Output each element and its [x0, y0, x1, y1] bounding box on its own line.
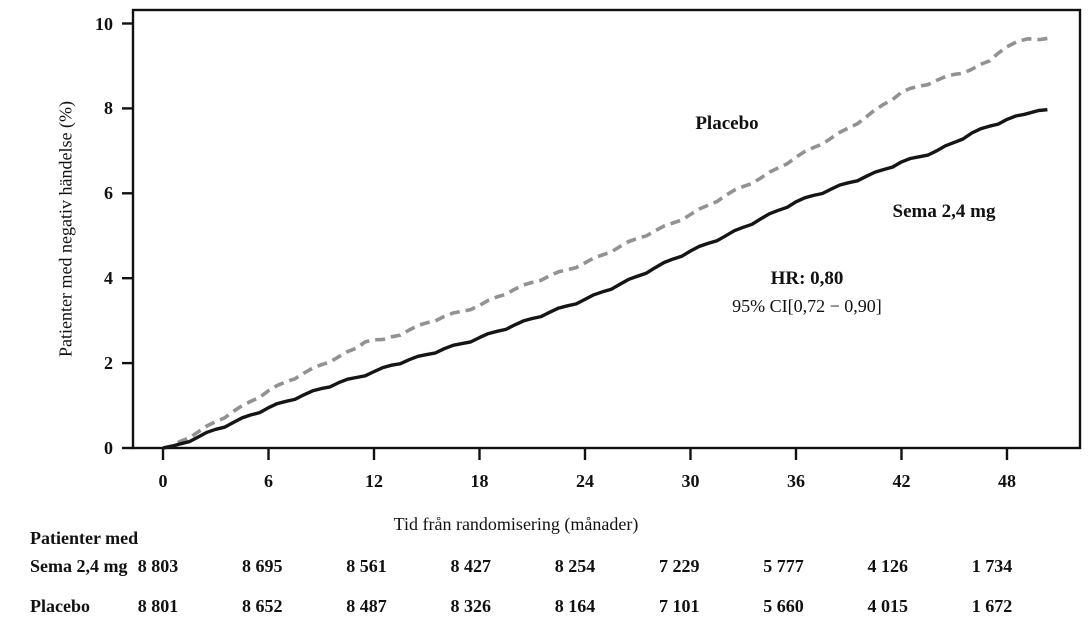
risk-count-cell: 7 101	[659, 596, 700, 616]
risk-count-cell: 8 801	[137, 596, 179, 616]
x-tick-label: 30	[681, 471, 700, 491]
risk-count-cell: 8 487	[346, 596, 387, 616]
hazard-ratio-annotation: HR: 0,80	[770, 268, 844, 289]
x-tick-label: 42	[892, 471, 911, 491]
x-tick-label: 0	[158, 471, 168, 491]
x-tick-label: 48	[997, 471, 1016, 491]
risk-count-cell: 8 164	[554, 596, 596, 616]
risk-count-cell: 5 660	[763, 596, 804, 616]
x-axis-title: Tid från randomisering (månader)	[393, 514, 639, 534]
risk-table-header: Patienter med	[30, 528, 139, 548]
risk-count-cell: 1 734	[971, 556, 1013, 576]
y-tick-label: 6	[104, 183, 113, 204]
risk-count-cell: 1 672	[971, 596, 1013, 616]
risk-count-cell: 8 427	[450, 556, 492, 576]
risk-count-cell: 8 561	[346, 556, 387, 576]
risk-count-cell: 8 695	[242, 556, 283, 576]
x-tick-label: 12	[364, 471, 383, 491]
placebo-curve-label: Placebo	[695, 113, 759, 134]
risk-row-label-placebo: Placebo	[30, 596, 90, 616]
risk-count-cell: 4 126	[867, 556, 909, 576]
risk-row-label-sema: Sema 2,4 mg	[30, 556, 128, 576]
y-tick-label: 10	[95, 13, 113, 34]
sema-curve-label: Sema 2,4 mg	[892, 201, 996, 222]
risk-count-cell: 4 015	[867, 596, 909, 616]
risk-count-cell: 7 229	[659, 556, 700, 576]
y-tick-label: 0	[104, 438, 113, 458]
x-tick-label: 24	[575, 471, 594, 491]
y-tick-label: 8	[104, 98, 113, 119]
risk-count-cell: 8 254	[554, 556, 596, 576]
x-tick-label: 6	[263, 471, 273, 491]
y-tick-label: 4	[104, 268, 113, 289]
risk-count-cell: 5 777	[763, 556, 804, 576]
x-tick-label: 36	[786, 471, 805, 491]
y-axis-title: Patienter med negativ händelse (%)	[55, 101, 76, 357]
x-tick-label: 18	[470, 471, 489, 491]
y-tick-label: 2	[104, 353, 113, 374]
risk-count-cell: 8 652	[242, 596, 283, 616]
confidence-interval-annotation: 95% CI[0,72 − 0,90]	[732, 296, 882, 316]
placebo-curve	[162, 36, 1052, 450]
sema-curve	[162, 108, 1048, 450]
risk-count-cell: 8 803	[137, 556, 179, 576]
risk-count-cell: 8 326	[450, 596, 492, 616]
